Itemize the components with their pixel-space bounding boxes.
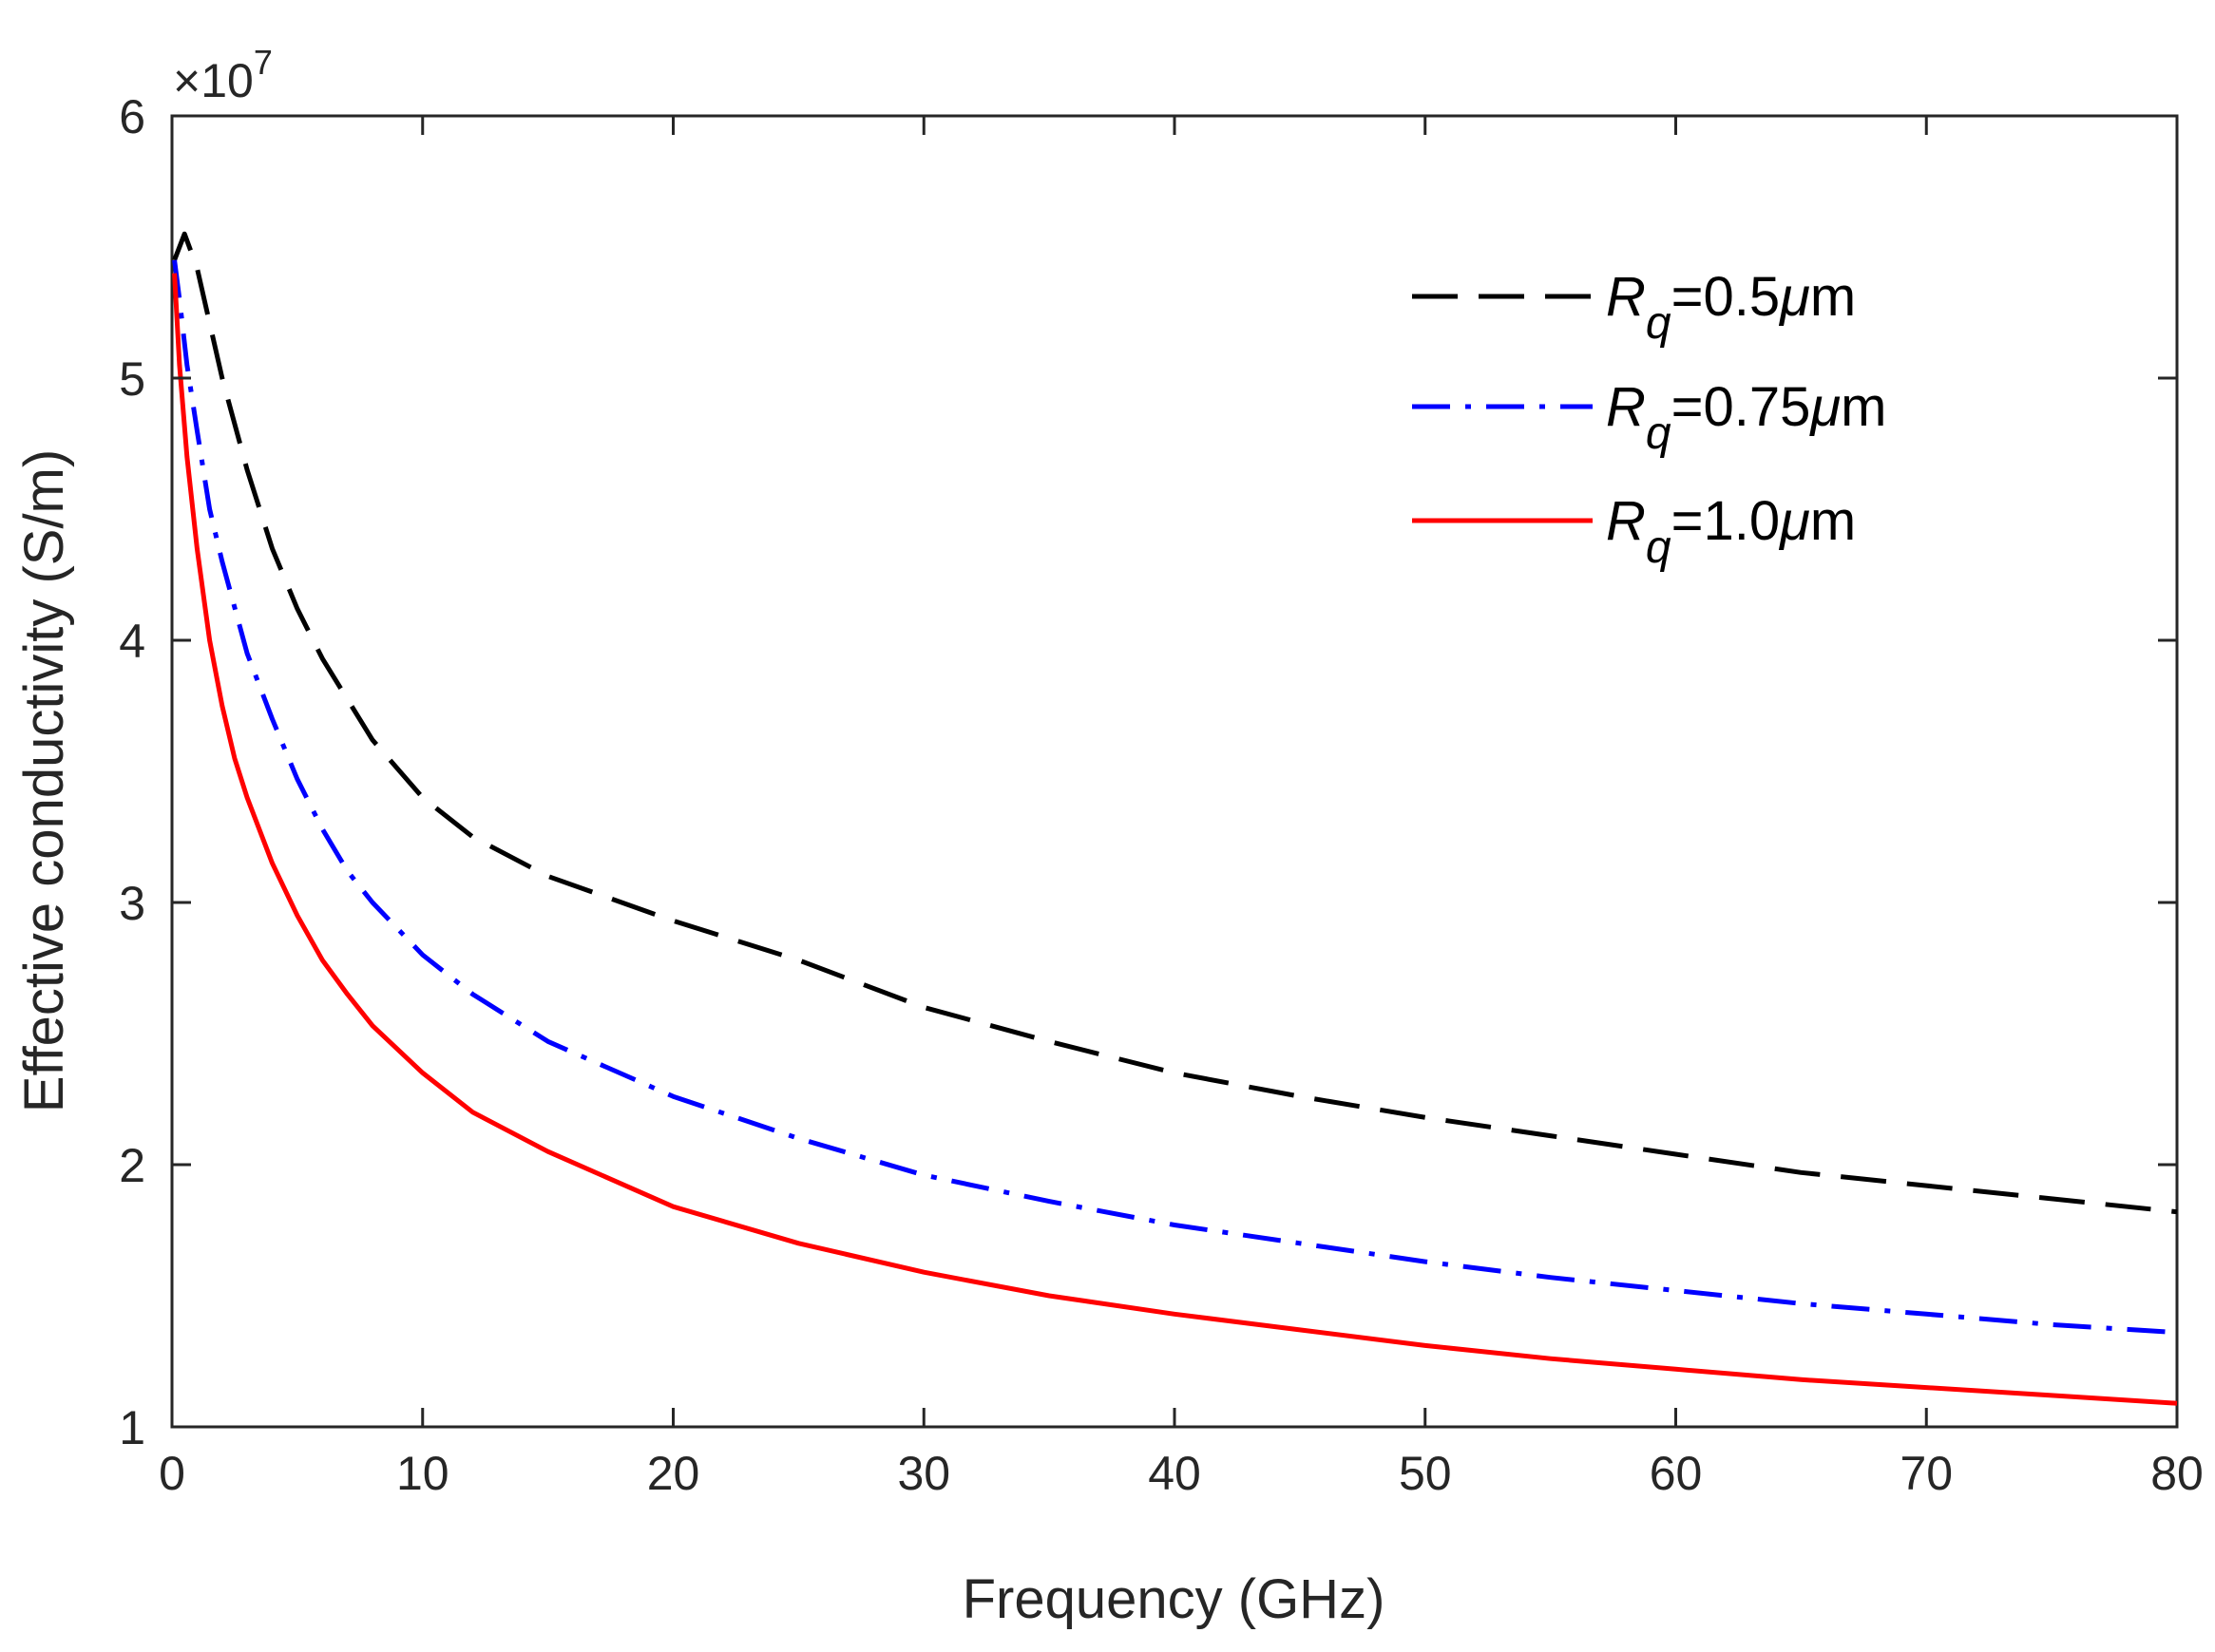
y-tick-label: 2 bbox=[119, 1139, 145, 1192]
y-tick-label: 4 bbox=[119, 615, 145, 668]
y-tick-label: 3 bbox=[119, 877, 145, 930]
y-scale-exponent: 7 bbox=[254, 43, 273, 82]
y-tick-label: 1 bbox=[119, 1401, 145, 1454]
plot-area: 0 10 20 30 40 50 60 70 80 1 2 3 4 5 6 bbox=[119, 90, 2204, 1500]
x-tick-label: 50 bbox=[1399, 1447, 1452, 1500]
y-tick-label: 6 bbox=[119, 90, 145, 143]
legend-label: Rq=0.75μm bbox=[1606, 376, 1886, 459]
y-axis-title: Effective conductivity (S/m) bbox=[13, 449, 75, 1112]
legend-label: Rq=1.0μm bbox=[1606, 490, 1856, 573]
x-tick-label: 0 bbox=[159, 1447, 185, 1500]
legend-entry-2: Rq=0.75μm bbox=[1412, 376, 1886, 459]
x-tick-label: 20 bbox=[647, 1447, 700, 1500]
legend-label: Rq=0.5μm bbox=[1606, 266, 1856, 349]
legend-entry-1: Rq=0.5μm bbox=[1412, 266, 1856, 349]
x-tick-label: 30 bbox=[897, 1447, 950, 1500]
y-scale-base: ×10 bbox=[173, 54, 254, 107]
y-tick-label: 5 bbox=[119, 352, 145, 406]
x-tick-label: 10 bbox=[396, 1447, 449, 1500]
tick-layer: 0 10 20 30 40 50 60 70 80 1 2 3 4 5 6 bbox=[119, 90, 2204, 1500]
series-line-1 bbox=[172, 231, 2178, 1215]
legend-entry-3: Rq=1.0μm bbox=[1412, 490, 1856, 573]
x-axis-title: Frequency (GHz) bbox=[963, 1568, 1385, 1630]
series-layer bbox=[172, 231, 2178, 1406]
x-tick-label: 80 bbox=[2150, 1447, 2204, 1500]
y-scale-factor: ×107 bbox=[173, 43, 273, 107]
series-line-2 bbox=[172, 259, 2178, 1336]
x-tick-label: 60 bbox=[1650, 1447, 1703, 1500]
legend: Rq=0.5μm Rq=0.75μm Rq=1.0μm bbox=[1412, 266, 1886, 573]
axes-box bbox=[170, 114, 2179, 1429]
x-tick-label: 70 bbox=[1900, 1447, 1953, 1500]
series-line-3 bbox=[172, 273, 2178, 1406]
x-tick-label: 40 bbox=[1148, 1447, 1201, 1500]
